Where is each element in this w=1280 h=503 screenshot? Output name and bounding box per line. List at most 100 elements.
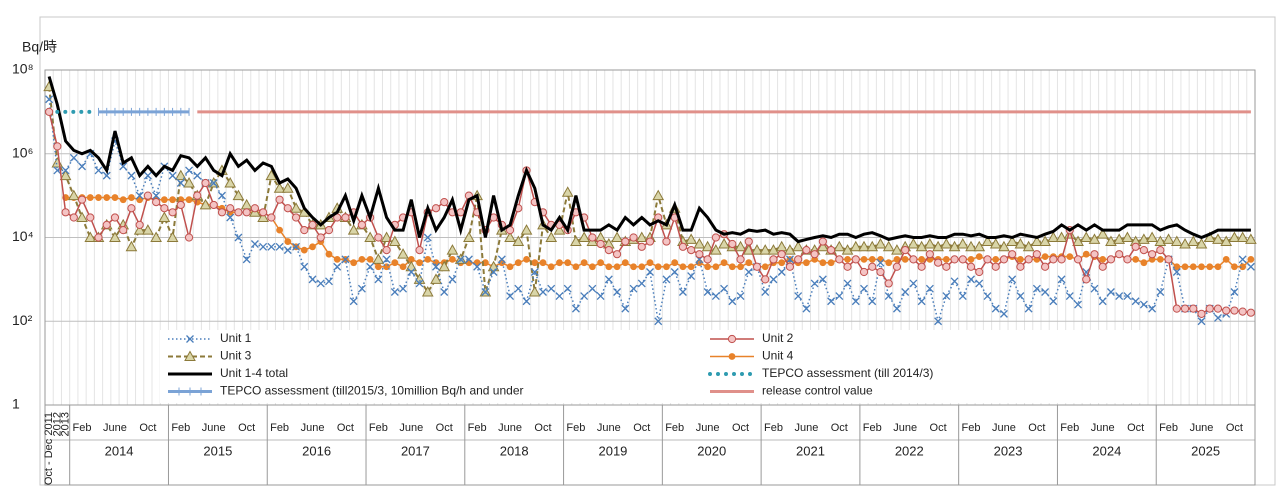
marker — [612, 250, 622, 259]
marker — [176, 179, 185, 187]
marker — [637, 242, 646, 251]
marker — [1187, 235, 1200, 247]
legend-marker-shape — [186, 335, 194, 343]
marker — [160, 196, 168, 204]
marker — [366, 255, 374, 263]
x-tick-label: Feb — [962, 422, 981, 434]
marker — [1057, 275, 1066, 284]
marker — [570, 235, 582, 247]
marker — [539, 288, 547, 296]
marker — [440, 288, 449, 296]
marker — [1180, 304, 1190, 313]
marker — [341, 255, 350, 264]
marker — [300, 262, 309, 271]
marker — [142, 224, 154, 235]
marker — [250, 204, 259, 213]
marker — [119, 162, 128, 171]
marker — [843, 262, 852, 271]
marker — [1047, 231, 1060, 242]
marker — [1031, 235, 1043, 247]
marker — [45, 107, 54, 116]
marker — [638, 263, 646, 271]
marker — [358, 255, 366, 263]
marker — [446, 244, 459, 255]
marker — [835, 255, 844, 264]
marker — [407, 255, 415, 263]
legend-marker — [186, 335, 194, 343]
marker — [152, 191, 161, 200]
marker — [183, 176, 195, 188]
marker — [925, 284, 934, 293]
marker — [59, 169, 72, 181]
marker — [693, 237, 706, 249]
x-tick-label: June — [498, 422, 522, 434]
marker — [424, 255, 432, 263]
marker — [1230, 306, 1239, 315]
marker — [1098, 262, 1107, 271]
year-label: 2018 — [500, 443, 529, 458]
marker — [341, 213, 350, 222]
x-tick-label: Oct — [732, 422, 749, 434]
x-tick-label: June — [202, 422, 226, 434]
marker — [1238, 307, 1247, 316]
marker — [95, 194, 102, 201]
marker — [728, 239, 737, 249]
marker — [506, 292, 515, 300]
marker — [826, 246, 836, 255]
marker — [1082, 250, 1090, 258]
marker — [637, 279, 646, 288]
marker — [654, 317, 663, 326]
marker — [1170, 235, 1183, 247]
marker — [1197, 317, 1206, 326]
marker — [751, 244, 763, 255]
marker — [942, 255, 950, 263]
marker — [111, 194, 119, 201]
x-tick-label: Oct — [1028, 422, 1045, 434]
marker — [909, 255, 918, 264]
x-tick-label: Feb — [1060, 422, 1079, 434]
year-label: 2025 — [1191, 443, 1220, 458]
marker — [1236, 231, 1249, 242]
y-tick-label: 10⁶ — [12, 144, 33, 160]
frame — [39, 16, 1276, 486]
marker — [1016, 262, 1025, 271]
marker — [588, 263, 596, 271]
marker — [456, 255, 465, 264]
marker — [761, 288, 770, 296]
marker — [415, 246, 424, 255]
marker — [917, 297, 926, 306]
marker — [209, 179, 218, 187]
marker — [818, 275, 827, 284]
marker — [53, 142, 62, 151]
marker — [265, 169, 278, 181]
x-tick-label: June — [992, 422, 1016, 434]
marker — [1017, 255, 1024, 263]
marker — [621, 259, 629, 267]
marker — [391, 259, 399, 267]
x-tick-label: Oct — [436, 422, 453, 434]
marker — [1245, 233, 1257, 244]
marker — [975, 267, 984, 277]
marker — [701, 240, 714, 252]
marker — [284, 238, 292, 245]
marker — [728, 297, 737, 306]
marker — [257, 211, 269, 223]
marker — [1247, 255, 1255, 263]
marker — [597, 259, 605, 267]
marker — [1156, 288, 1165, 296]
marker — [827, 297, 836, 306]
x-tick-label: 2012 — [51, 412, 63, 436]
marker — [290, 202, 302, 213]
marker — [1172, 268, 1181, 276]
legend-label: TEPCO assessment (till2015/3, 10million … — [220, 384, 524, 398]
marker — [571, 304, 580, 313]
marker — [759, 244, 772, 255]
marker — [512, 235, 525, 247]
marker — [234, 233, 243, 242]
marker — [281, 182, 294, 193]
marker — [1246, 308, 1255, 317]
marker — [652, 189, 665, 201]
marker — [1022, 240, 1035, 252]
legend-marker-shape — [728, 353, 736, 360]
marker — [983, 255, 992, 264]
